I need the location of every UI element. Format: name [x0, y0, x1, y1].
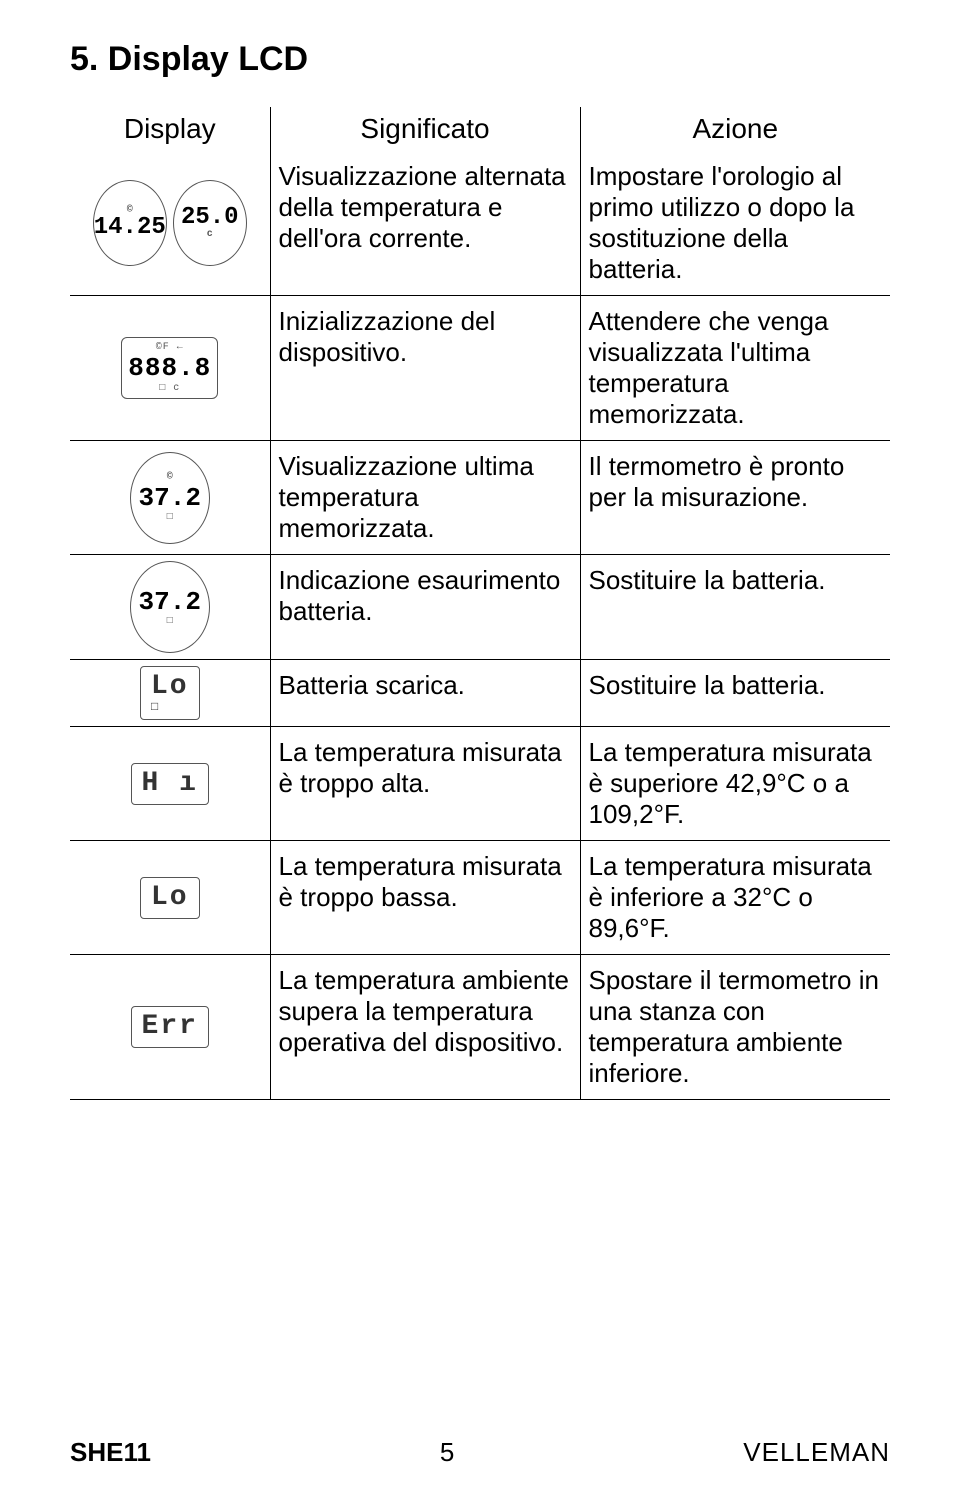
display-icon: Lo□ [70, 660, 270, 727]
display-icon: ©14.25 25.0c [70, 151, 270, 296]
azione-cell: Il termometro è pronto per la misurazion… [580, 441, 890, 555]
display-icon: 37.2□ [70, 555, 270, 660]
significato-cell: La temperatura ambiente supera la temper… [270, 955, 580, 1100]
display-icon: Lo [70, 841, 270, 955]
significato-cell: La temperatura misurata è troppo alta. [270, 727, 580, 841]
header-display: Display [70, 107, 270, 151]
display-icon: H ı [70, 727, 270, 841]
table-row: ©F ← 888.8 □ c Inizializzazione del disp… [70, 296, 890, 441]
display-icon: ©F ← 888.8 □ c [70, 296, 270, 441]
table-row: 37.2□ Indicazione esaurimento batteria. … [70, 555, 890, 660]
page-footer: SHE11 5 VELLEMAN [70, 1437, 890, 1468]
azione-cell: Spostare il termometro in una stanza con… [580, 955, 890, 1100]
azione-cell: Sostituire la batteria. [580, 660, 890, 727]
table-row: Lo□ Batteria scarica. Sostituire la batt… [70, 660, 890, 727]
lcd-table: Display Significato Azione ©14.25 25.0c … [70, 107, 890, 1100]
table-row: Err La temperatura ambiente supera la te… [70, 955, 890, 1100]
header-significato: Significato [270, 107, 580, 151]
display-icon: ©37.2□ [70, 441, 270, 555]
footer-page-number: 5 [440, 1437, 454, 1468]
footer-brand: VELLEMAN [743, 1437, 890, 1468]
significato-cell: Visualizzazione alternata della temperat… [270, 151, 580, 296]
table-row: ©37.2□ Visualizzazione ultima temperatur… [70, 441, 890, 555]
significato-cell: Visualizzazione ultima temperatura memor… [270, 441, 580, 555]
azione-cell: La temperatura misurata è inferiore a 32… [580, 841, 890, 955]
significato-cell: Batteria scarica. [270, 660, 580, 727]
azione-cell: La temperatura misurata è superiore 42,9… [580, 727, 890, 841]
header-azione: Azione [580, 107, 890, 151]
display-icon: Err [70, 955, 270, 1100]
significato-cell: Indicazione esaurimento batteria. [270, 555, 580, 660]
footer-model: SHE11 [70, 1437, 151, 1468]
table-row: ©14.25 25.0c Visualizzazione alternata d… [70, 151, 890, 296]
azione-cell: Impostare l'orologio al primo utilizzo o… [580, 151, 890, 296]
significato-cell: Inizializzazione del dispositivo. [270, 296, 580, 441]
table-row: Lo La temperatura misurata è troppo bass… [70, 841, 890, 955]
section-title: 5. Display LCD [70, 40, 890, 79]
azione-cell: Attendere che venga visualizzata l'ultim… [580, 296, 890, 441]
significato-cell: La temperatura misurata è troppo bassa. [270, 841, 580, 955]
table-row: H ı La temperatura misurata è troppo alt… [70, 727, 890, 841]
azione-cell: Sostituire la batteria. [580, 555, 890, 660]
